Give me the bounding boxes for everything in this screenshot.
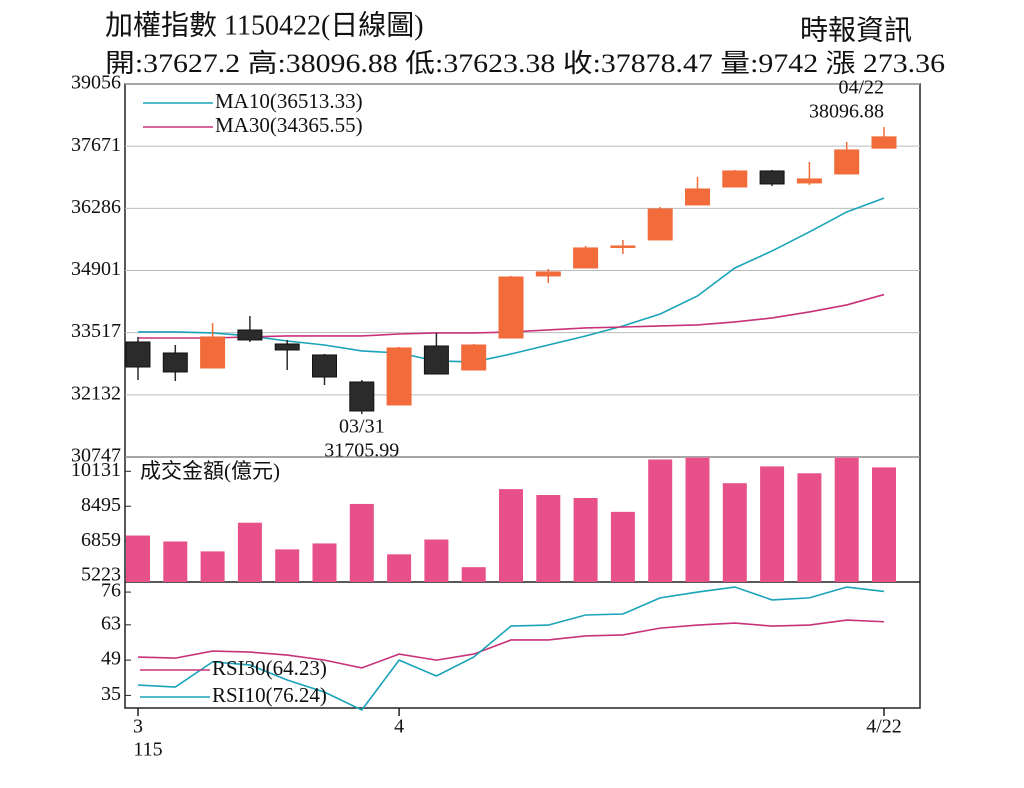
y-tick-label: 35: [101, 683, 121, 705]
annotation-date: 03/31: [339, 416, 385, 438]
bar: [685, 457, 710, 582]
bar: [312, 543, 337, 582]
y-tick-label: 49: [101, 648, 121, 670]
bar: [834, 457, 859, 582]
candle-body: [535, 271, 561, 277]
candle-body: [871, 136, 897, 149]
y-tick-label: 76: [101, 580, 121, 602]
candle-body: [647, 208, 673, 241]
legend-label: MA10(36513.33): [215, 89, 363, 113]
y-tick-label: 37671: [71, 134, 121, 156]
y-tick-label: 5223: [81, 564, 121, 586]
candle-body: [125, 341, 151, 368]
plot-frame: [124, 83, 921, 709]
bar: [200, 551, 225, 582]
candle-body: [349, 381, 375, 412]
annotation-date: 04/22: [838, 77, 884, 99]
bar: [648, 459, 673, 582]
bar: [722, 483, 747, 582]
x-tick-label: 4/22: [866, 716, 902, 738]
candle-body: [237, 329, 263, 341]
y-tick-label: 63: [101, 612, 121, 634]
bar: [237, 522, 262, 582]
x-tick-label: 3: [133, 716, 143, 738]
bar: [760, 466, 785, 582]
bar: [126, 535, 150, 582]
panel-title: 成交金額(億元): [140, 459, 280, 483]
bar: [573, 498, 598, 582]
candle-body: [722, 170, 748, 188]
candle-body: [461, 344, 487, 371]
candle-body: [834, 149, 860, 175]
x-year-label: 115: [133, 739, 162, 761]
candle-body: [423, 345, 449, 375]
legend-label: RSI30(64.23): [212, 656, 327, 680]
candle-body: [573, 247, 599, 269]
bar: [461, 567, 486, 582]
y-tick-label: 30747: [71, 445, 121, 467]
rsi-line: [137, 619, 885, 669]
bar: [387, 554, 412, 582]
bar: [163, 541, 188, 582]
y-tick-label: 39056: [71, 72, 121, 94]
legend-label: MA30(34365.55): [215, 113, 363, 137]
bar: [275, 549, 300, 582]
candle-body: [759, 170, 785, 185]
bar: [872, 467, 896, 582]
y-tick-label: 10131: [71, 459, 121, 481]
candle-body: [386, 347, 412, 406]
y-tick-label: 36286: [71, 196, 121, 218]
annotation-value: 31705.99: [324, 440, 399, 462]
bar: [610, 511, 635, 582]
subtitle: 開:37627.2 高:38096.88 低:37623.38 收:37878.…: [105, 49, 945, 78]
rsi-line: [137, 586, 885, 712]
source: 時報資訊: [800, 14, 912, 46]
y-tick-label: 8495: [81, 494, 121, 516]
candle-body: [162, 352, 188, 373]
annotation-value: 38096.88: [809, 101, 884, 123]
chart-title: 加權指數 1150422(日線圖): [105, 9, 424, 41]
candle-body: [610, 245, 636, 248]
y-tick-label: 34901: [71, 258, 121, 280]
candle-body: [274, 343, 300, 351]
bar: [424, 539, 449, 582]
y-tick-label: 32132: [71, 382, 121, 404]
bar: [536, 495, 561, 582]
legend-label: RSI10(76.24): [212, 683, 327, 707]
bar: [499, 489, 523, 582]
candle-body: [498, 276, 524, 339]
y-tick-label: 33517: [71, 320, 121, 342]
bar: [797, 473, 822, 582]
y-tick-label: 6859: [81, 529, 121, 551]
candle-body: [685, 188, 710, 206]
x-tick-label: 4: [394, 716, 404, 738]
bar: [349, 503, 374, 582]
candle-body: [796, 178, 822, 184]
candle-body: [200, 336, 226, 369]
candle-body: [312, 354, 337, 378]
